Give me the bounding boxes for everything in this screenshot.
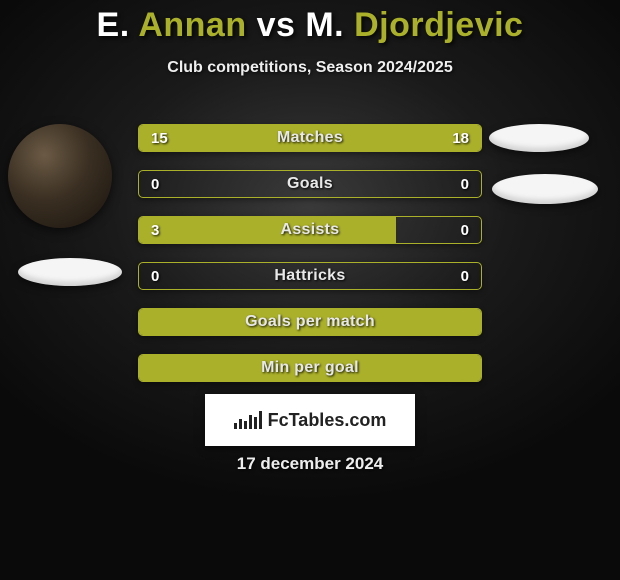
watermark: FcTables.com bbox=[205, 394, 415, 446]
subtitle: Club competitions, Season 2024/2025 bbox=[0, 59, 620, 77]
player2-avatar-plate bbox=[489, 124, 589, 152]
p2-last: Djordjevic bbox=[354, 6, 523, 44]
stat-label: Matches bbox=[139, 125, 481, 151]
bars-icon bbox=[234, 411, 262, 429]
p1-first: E. bbox=[97, 6, 130, 44]
vs-text: vs bbox=[257, 6, 296, 44]
stat-label: Goals bbox=[139, 171, 481, 197]
player1-name-plate bbox=[18, 258, 122, 286]
stat-label: Assists bbox=[139, 217, 481, 243]
p2-first: M. bbox=[305, 6, 344, 44]
player1-avatar bbox=[8, 124, 112, 228]
stat-label: Goals per match bbox=[139, 309, 481, 335]
stat-label: Hattricks bbox=[139, 263, 481, 289]
stat-row: 30Assists bbox=[138, 216, 482, 244]
comparison-title: E. Annan vs M. Djordjevic bbox=[0, 0, 620, 45]
p1-last: Annan bbox=[138, 6, 246, 44]
watermark-text: FcTables.com bbox=[268, 410, 387, 431]
stat-row: 1518Matches bbox=[138, 124, 482, 152]
stat-row: Min per goal bbox=[138, 354, 482, 382]
stat-label: Min per goal bbox=[139, 355, 481, 381]
stat-row: 00Goals bbox=[138, 170, 482, 198]
stat-row: Goals per match bbox=[138, 308, 482, 336]
stat-row: 00Hattricks bbox=[138, 262, 482, 290]
player2-name-plate bbox=[492, 174, 598, 204]
stats-bars: 1518Matches 00Goals 30Assists 00Hattricks Go… bbox=[138, 124, 482, 400]
date-text: 17 december 2024 bbox=[0, 454, 620, 474]
